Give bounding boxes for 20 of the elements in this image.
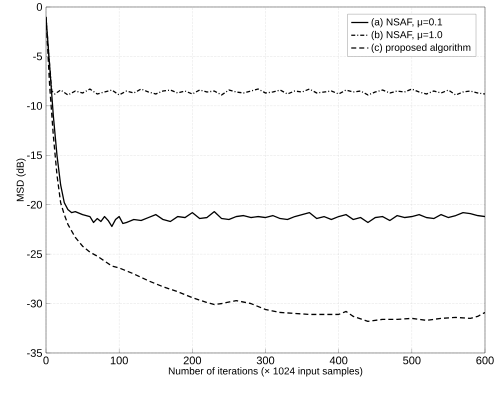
- y-tick-label: 0: [36, 3, 42, 11]
- x-tick-label: 100: [110, 356, 128, 364]
- x-axis-title: Number of iterations (× 1024 input samples): [168, 367, 362, 376]
- y-axis-title: MSD (dB): [16, 158, 26, 202]
- y-tick-label: -35: [27, 349, 42, 357]
- x-tick-label: 400: [330, 356, 348, 364]
- x-tick-label: 200: [184, 356, 202, 364]
- x-tick-label: 0: [43, 356, 49, 364]
- y-tick-label: -30: [27, 300, 42, 308]
- x-tick-label: 600: [476, 356, 494, 364]
- x-tick-label: 500: [403, 356, 421, 364]
- x-tick-label: 300: [256, 356, 274, 364]
- y-tick-label: -15: [27, 151, 42, 160]
- y-tick-label: -5: [33, 52, 42, 60]
- legend-label: (a) NSAF, μ=0.1: [372, 18, 442, 28]
- legend-label: (b) NSAF, μ=1.0: [372, 30, 442, 40]
- y-tick-label: -10: [27, 102, 42, 110]
- legend-label: (c) proposed algorithm: [372, 44, 470, 53]
- y-tick-label: -25: [27, 250, 42, 258]
- y-tick-label: -20: [27, 200, 42, 209]
